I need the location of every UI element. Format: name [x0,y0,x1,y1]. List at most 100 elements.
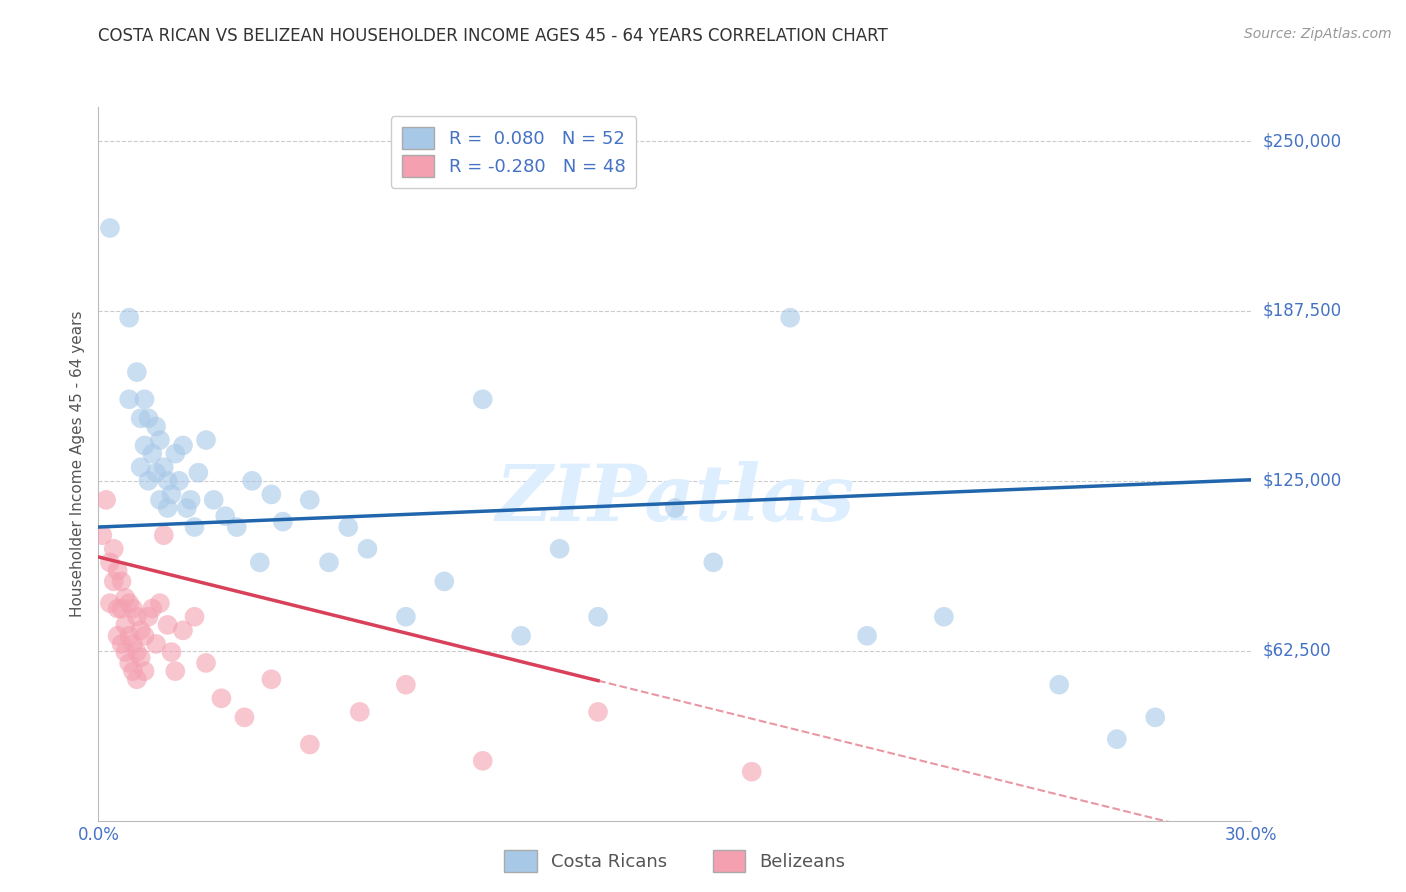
Point [183,520,205,534]
Point [122,601,145,615]
Point [110,637,132,651]
Point [141,447,163,461]
Point [145,637,167,651]
Point [129,411,152,425]
Point [138,609,160,624]
Point [152,528,174,542]
Text: $250,000: $250,000 [1263,132,1341,150]
Point [1047,678,1070,692]
Point [114,618,136,632]
Point [779,310,801,325]
Point [98,596,121,610]
Point [134,438,156,452]
Point [107,564,129,578]
Point [187,466,209,480]
Point [548,541,571,556]
Point [586,705,609,719]
Point [114,645,136,659]
Point [586,609,609,624]
Point [1105,732,1128,747]
Point [156,501,179,516]
Point [156,618,179,632]
Point [118,392,141,407]
Point [141,601,163,615]
Point [152,460,174,475]
Point [298,492,321,507]
Point [129,460,152,475]
Point [122,637,145,651]
Point [225,520,247,534]
Point [183,609,205,624]
Point [134,664,156,678]
Point [195,433,218,447]
Point [149,492,172,507]
Point [125,365,148,379]
Point [271,515,294,529]
Point [160,645,183,659]
Point [98,221,121,235]
Point [134,392,156,407]
Point [149,433,172,447]
Point [165,447,187,461]
Point [260,673,283,687]
Point [180,492,202,507]
Point [103,541,125,556]
Point [167,474,190,488]
Point [145,419,167,434]
Point [110,574,132,589]
Point [741,764,763,779]
Point [138,474,160,488]
Point [129,624,152,638]
Point [471,392,494,407]
Point [118,596,141,610]
Point [138,411,160,425]
Point [156,474,179,488]
Point [337,520,360,534]
Point [172,624,194,638]
Point [134,629,156,643]
Point [110,601,132,615]
Point [349,705,371,719]
Point [664,501,686,516]
Point [395,678,418,692]
Point [122,664,145,678]
Point [856,629,879,643]
Y-axis label: Householder Income Ages 45 - 64 years: Householder Income Ages 45 - 64 years [70,310,86,617]
Text: $62,500: $62,500 [1263,641,1331,660]
Point [107,629,129,643]
Point [260,487,283,501]
Point [129,650,152,665]
Text: COSTA RICAN VS BELIZEAN HOUSEHOLDER INCOME AGES 45 - 64 YEARS CORRELATION CHART: COSTA RICAN VS BELIZEAN HOUSEHOLDER INCO… [98,27,889,45]
Point [145,466,167,480]
Point [91,528,114,542]
Text: $125,000: $125,000 [1263,472,1341,490]
Point [114,591,136,605]
Point [202,492,225,507]
Point [214,509,236,524]
Point [118,629,141,643]
Point [94,492,117,507]
Point [318,555,340,569]
Point [249,555,271,569]
Point [209,691,232,706]
Text: Source: ZipAtlas.com: Source: ZipAtlas.com [1244,27,1392,41]
Point [233,710,256,724]
Point [125,609,148,624]
Point [125,645,148,659]
Text: $187,500: $187,500 [1263,301,1341,320]
Point [195,656,218,670]
Point [103,574,125,589]
Legend: Costa Ricans, Belizeans: Costa Ricans, Belizeans [494,839,856,883]
Point [125,673,148,687]
Text: ZIPatlas: ZIPatlas [495,461,855,538]
Point [165,664,187,678]
Point [356,541,378,556]
Point [298,738,321,752]
Point [176,501,198,516]
Point [149,596,172,610]
Point [471,754,494,768]
Point [172,438,194,452]
Point [395,609,418,624]
Point [160,487,183,501]
Point [433,574,456,589]
